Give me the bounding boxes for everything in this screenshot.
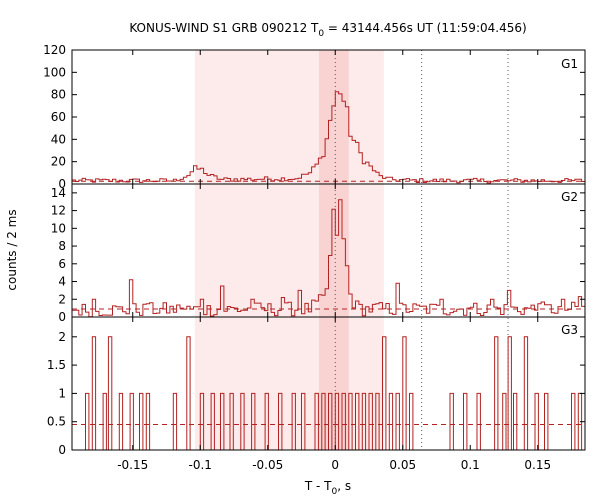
y-tick-label-g1-3: 60 bbox=[51, 110, 66, 124]
y-tick-label-g3-1: 0.5 bbox=[47, 415, 66, 429]
y-tick-label-g1-5: 100 bbox=[43, 65, 66, 79]
y-tick-label-g1-2: 40 bbox=[51, 132, 66, 146]
axis-ticks bbox=[72, 49, 585, 451]
panel-label-g3: G3 bbox=[561, 323, 578, 337]
panel-label-g1: G1 bbox=[561, 57, 578, 71]
x-tick-label-5: 0.1 bbox=[461, 458, 480, 472]
x-tick-label-4: 0.05 bbox=[389, 458, 416, 472]
tick-labels: 0204060801001200246810121400.511.52-0.15… bbox=[43, 43, 551, 472]
y-tick-label-g3-4: 2 bbox=[58, 330, 66, 344]
panel-label-g2: G2 bbox=[561, 190, 578, 204]
light-curve-g3 bbox=[72, 336, 585, 451]
background-levels bbox=[72, 180, 585, 426]
shaded-interval-wide bbox=[194, 50, 384, 450]
y-tick-label-g1-0: 0 bbox=[58, 177, 66, 191]
y-tick-label-g2-2: 4 bbox=[58, 275, 66, 289]
x-tick-label-2: -0.05 bbox=[252, 458, 283, 472]
y-tick-label-g3-3: 1.5 bbox=[47, 358, 66, 372]
x-tick-label-1: -0.1 bbox=[189, 458, 212, 472]
y-tick-label-g2-7: 14 bbox=[51, 186, 66, 200]
y-tick-label-g2-6: 12 bbox=[51, 204, 66, 218]
vertical-dotted-lines bbox=[334, 50, 509, 450]
light-curve-g2 bbox=[72, 199, 585, 318]
y-tick-label-g2-5: 10 bbox=[51, 221, 66, 235]
y-tick-label-g2-0: 0 bbox=[58, 310, 66, 324]
y-axis-label: counts / 2 ms bbox=[5, 209, 19, 290]
x-tick-label-6: 0.15 bbox=[524, 458, 551, 472]
y-tick-label-g2-4: 8 bbox=[58, 239, 66, 253]
shaded-interval-core bbox=[319, 50, 349, 450]
x-tick-label-0: -0.15 bbox=[117, 458, 148, 472]
y-tick-label-g2-3: 6 bbox=[58, 257, 66, 271]
y-tick-label-g2-1: 2 bbox=[58, 292, 66, 306]
plot-frame bbox=[71, 49, 586, 451]
y-tick-label-g1-6: 120 bbox=[43, 43, 66, 57]
y-tick-label-g1-1: 20 bbox=[51, 155, 66, 169]
y-tick-label-g3-0: 0 bbox=[58, 443, 66, 457]
x-tick-label-3: 0 bbox=[331, 458, 339, 472]
x-axis-label: T - T0, s bbox=[304, 479, 351, 497]
y-tick-label-g1-4: 80 bbox=[51, 88, 66, 102]
y-tick-label-g3-2: 1 bbox=[58, 386, 66, 400]
chart-title: KONUS-WIND S1 GRB 090212 T0 = 43144.456s… bbox=[129, 21, 526, 39]
